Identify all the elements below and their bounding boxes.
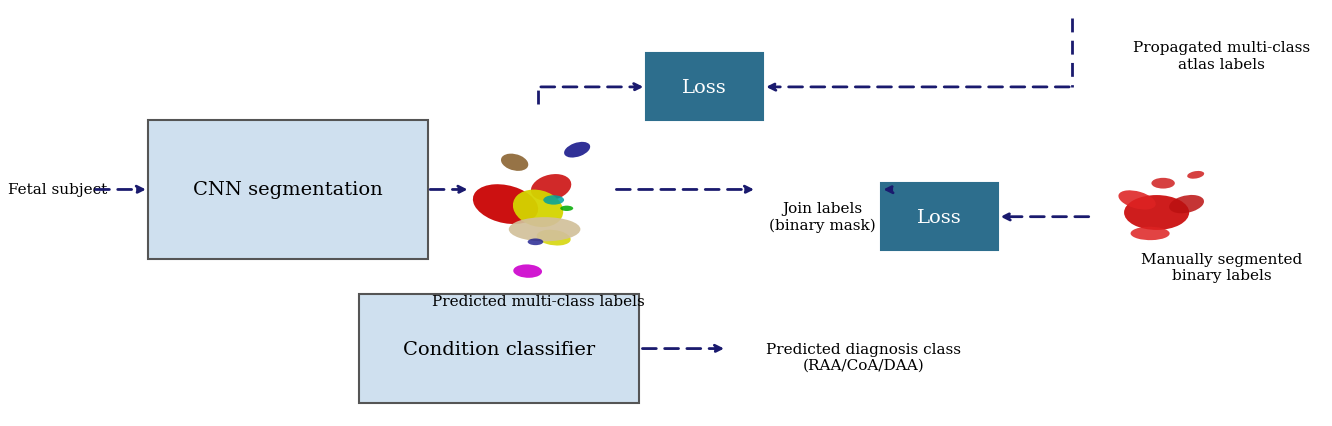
Text: Manually segmented
binary labels: Manually segmented binary labels	[1142, 252, 1303, 282]
Ellipse shape	[1131, 227, 1169, 241]
Ellipse shape	[527, 239, 543, 245]
Text: Predicted multi-class labels: Predicted multi-class labels	[432, 294, 645, 308]
Ellipse shape	[473, 185, 538, 225]
Ellipse shape	[561, 206, 573, 211]
Text: Loss: Loss	[916, 208, 962, 226]
FancyBboxPatch shape	[880, 184, 998, 250]
Text: Fetal subject: Fetal subject	[8, 183, 108, 197]
Text: CNN segmentation: CNN segmentation	[193, 181, 382, 199]
Ellipse shape	[1151, 178, 1175, 189]
Ellipse shape	[1169, 196, 1204, 214]
Text: Loss: Loss	[682, 79, 727, 97]
Ellipse shape	[537, 230, 570, 246]
Ellipse shape	[531, 175, 571, 201]
Ellipse shape	[543, 196, 565, 205]
FancyBboxPatch shape	[360, 294, 639, 403]
Ellipse shape	[513, 265, 542, 278]
Text: Join labels
(binary mask): Join labels (binary mask)	[769, 202, 875, 233]
Text: Predicted diagnosis class
(RAA/CoA/DAA): Predicted diagnosis class (RAA/CoA/DAA)	[766, 342, 962, 372]
FancyBboxPatch shape	[148, 121, 428, 259]
FancyBboxPatch shape	[646, 54, 763, 121]
Ellipse shape	[513, 190, 563, 227]
Ellipse shape	[501, 154, 529, 172]
Ellipse shape	[563, 143, 590, 158]
Ellipse shape	[1187, 172, 1204, 179]
Ellipse shape	[1124, 196, 1189, 230]
Ellipse shape	[1119, 191, 1156, 210]
Text: Condition classifier: Condition classifier	[404, 340, 595, 358]
Ellipse shape	[509, 218, 581, 242]
Text: Propagated multi-class
atlas labels: Propagated multi-class atlas labels	[1134, 41, 1311, 72]
